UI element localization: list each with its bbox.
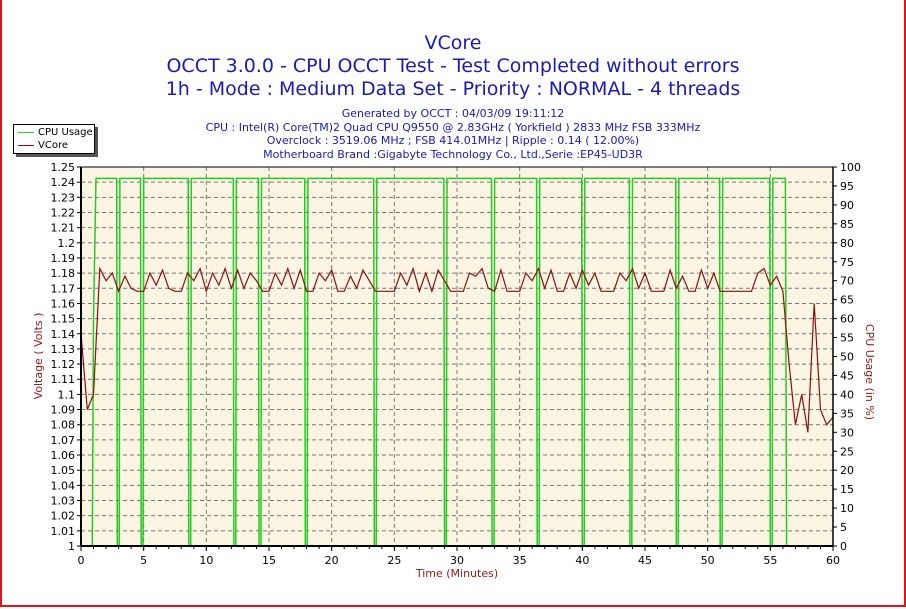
x-tick-label: 50: [701, 554, 715, 567]
x-tick-label: 45: [638, 554, 652, 567]
y-tick-label: 1.13: [51, 343, 76, 356]
x-tick-label: 40: [575, 554, 589, 567]
y-tick-label: 1: [68, 540, 75, 553]
legend-entry-cpu-usage: CPU Usage: [18, 126, 93, 139]
y2-tick-label: 5: [840, 521, 847, 534]
y2-tick-label: 20: [840, 464, 854, 477]
x-tick-label: 15: [262, 554, 276, 567]
y2-tick-label: 15: [840, 483, 854, 496]
y-tick-label: 1.17: [51, 282, 76, 295]
y2-tick-label: 40: [840, 388, 854, 401]
y2-tick-label: 65: [840, 294, 854, 307]
y-tick-label: 1.24: [51, 176, 76, 189]
y2-tick-label: 95: [840, 180, 854, 193]
chart-subtitle-2: 1h - Mode : Medium Data Set - Priority :…: [165, 78, 741, 100]
legend-swatch-cpu: [18, 132, 34, 133]
x-tick-label: 30: [450, 554, 464, 567]
x-tick-label: 35: [513, 554, 527, 567]
info-overclock: Overclock : 3519.06 MHz ; FSB 414.01MHz …: [266, 134, 640, 147]
y-tick-label: 1.07: [51, 434, 76, 447]
y-tick-label: 1.18: [51, 267, 76, 280]
y-tick-label: 1.11: [51, 373, 76, 386]
legend-label: CPU Usage: [38, 127, 93, 138]
legend-label: VCore: [38, 140, 68, 151]
y-tick-label: 1.14: [51, 328, 76, 341]
y-tick-label: 1.21: [51, 222, 76, 235]
y-tick-label: 1.09: [51, 404, 76, 417]
y-tick-label: 1.05: [51, 464, 76, 477]
y-tick-label: 1.16: [51, 297, 76, 310]
y-tick-label: 1.19: [51, 252, 76, 265]
info-cpu: CPU : Intel(R) Core(TM)2 Quad CPU Q9550 …: [205, 121, 701, 134]
y2-tick-label: 60: [840, 313, 854, 326]
legend-entry-vcore: VCore: [18, 139, 68, 152]
vcore-line: [80, 266, 834, 433]
y-tick-label: 1.25: [51, 161, 76, 174]
x-tick-label: 60: [826, 554, 840, 567]
y2-tick-label: 45: [840, 369, 854, 382]
y-tick-label: 1.03: [51, 495, 76, 508]
y-tick-label: 1.23: [51, 191, 76, 204]
y-tick-label: 1.15: [51, 313, 76, 326]
y-tick-label: 1.06: [51, 449, 76, 462]
y2-tick-label: 50: [840, 351, 854, 364]
y2-tick-label: 35: [840, 407, 854, 420]
y-tick-label: 1.12: [51, 358, 76, 371]
y2-tick-label: 75: [840, 256, 854, 269]
y2-tick-label: 80: [840, 237, 854, 250]
chart-title: VCore: [424, 32, 482, 54]
y-tick-label: 1.08: [51, 419, 76, 432]
y2-tick-label: 25: [840, 445, 854, 458]
info-generated: Generated by OCCT : 04/03/09 19:11:12: [341, 107, 565, 120]
legend: CPU Usage VCore: [13, 124, 95, 154]
y-tick-label: 1.1: [58, 388, 76, 401]
y2-tick-label: 90: [840, 199, 854, 212]
y-tick-label: 1.02: [51, 510, 76, 523]
info-motherboard: Motherboard Brand :Gigabyte Technology C…: [263, 148, 643, 161]
y2-tick-label: 0: [840, 540, 847, 553]
x-tick-label: 20: [325, 554, 339, 567]
x-tick-label: 55: [763, 554, 777, 567]
y-tick-label: 1.2: [58, 237, 76, 250]
legend-swatch-vcore: [18, 145, 34, 146]
y2-tick-label: 55: [840, 332, 854, 345]
x-tick-label: 10: [199, 554, 213, 567]
y-tick-label: 1.01: [51, 525, 76, 538]
y2-tick-label: 100: [840, 161, 861, 174]
y2-tick-label: 10: [840, 502, 854, 515]
y2-tick-label: 85: [840, 218, 854, 231]
y2-tick-label: 70: [840, 275, 854, 288]
chart-subtitle-1: OCCT 3.0.0 - CPU OCCT Test - Test Comple…: [166, 55, 740, 77]
y2-axis-label: CPU Usage (in %): [863, 324, 876, 420]
x-tick-label: 5: [140, 554, 147, 567]
y-tick-label: 1.04: [51, 479, 76, 492]
x-tick-label: 0: [78, 554, 85, 567]
x-axis-label: Time (Minutes): [415, 567, 498, 580]
x-tick-label: 25: [387, 554, 401, 567]
y-tick-label: 1.22: [51, 206, 76, 219]
y-axis-label: Voltage ( Volts ): [32, 313, 45, 400]
y2-tick-label: 30: [840, 426, 854, 439]
